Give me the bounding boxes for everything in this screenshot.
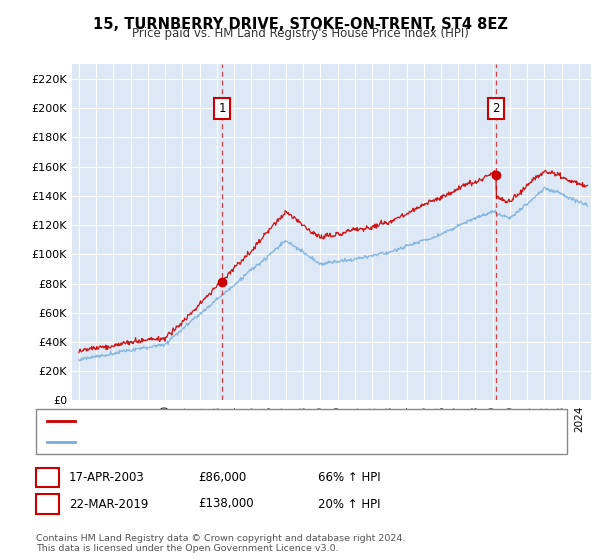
Text: £86,000: £86,000 (198, 470, 246, 484)
Text: 17-APR-2003: 17-APR-2003 (69, 470, 145, 484)
Text: Contains HM Land Registry data © Crown copyright and database right 2024.
This d: Contains HM Land Registry data © Crown c… (36, 534, 406, 553)
Text: HPI: Average price, semi-detached house, Stoke-on-Trent: HPI: Average price, semi-detached house,… (81, 437, 377, 447)
Text: Price paid vs. HM Land Registry's House Price Index (HPI): Price paid vs. HM Land Registry's House … (131, 27, 469, 40)
Text: 15, TURNBERRY DRIVE, STOKE-ON-TRENT, ST4 8EZ: 15, TURNBERRY DRIVE, STOKE-ON-TRENT, ST4… (92, 17, 508, 32)
Text: £138,000: £138,000 (198, 497, 254, 511)
Text: 22-MAR-2019: 22-MAR-2019 (69, 497, 148, 511)
Text: 15, TURNBERRY DRIVE, STOKE-ON-TRENT, ST4 8EZ (semi-detached house): 15, TURNBERRY DRIVE, STOKE-ON-TRENT, ST4… (81, 416, 469, 426)
Text: 1: 1 (218, 102, 226, 115)
Text: 66% ↑ HPI: 66% ↑ HPI (318, 470, 380, 484)
Text: 1: 1 (44, 470, 51, 484)
Text: 20% ↑ HPI: 20% ↑ HPI (318, 497, 380, 511)
Text: 2: 2 (493, 102, 500, 115)
Text: 2: 2 (44, 497, 51, 511)
